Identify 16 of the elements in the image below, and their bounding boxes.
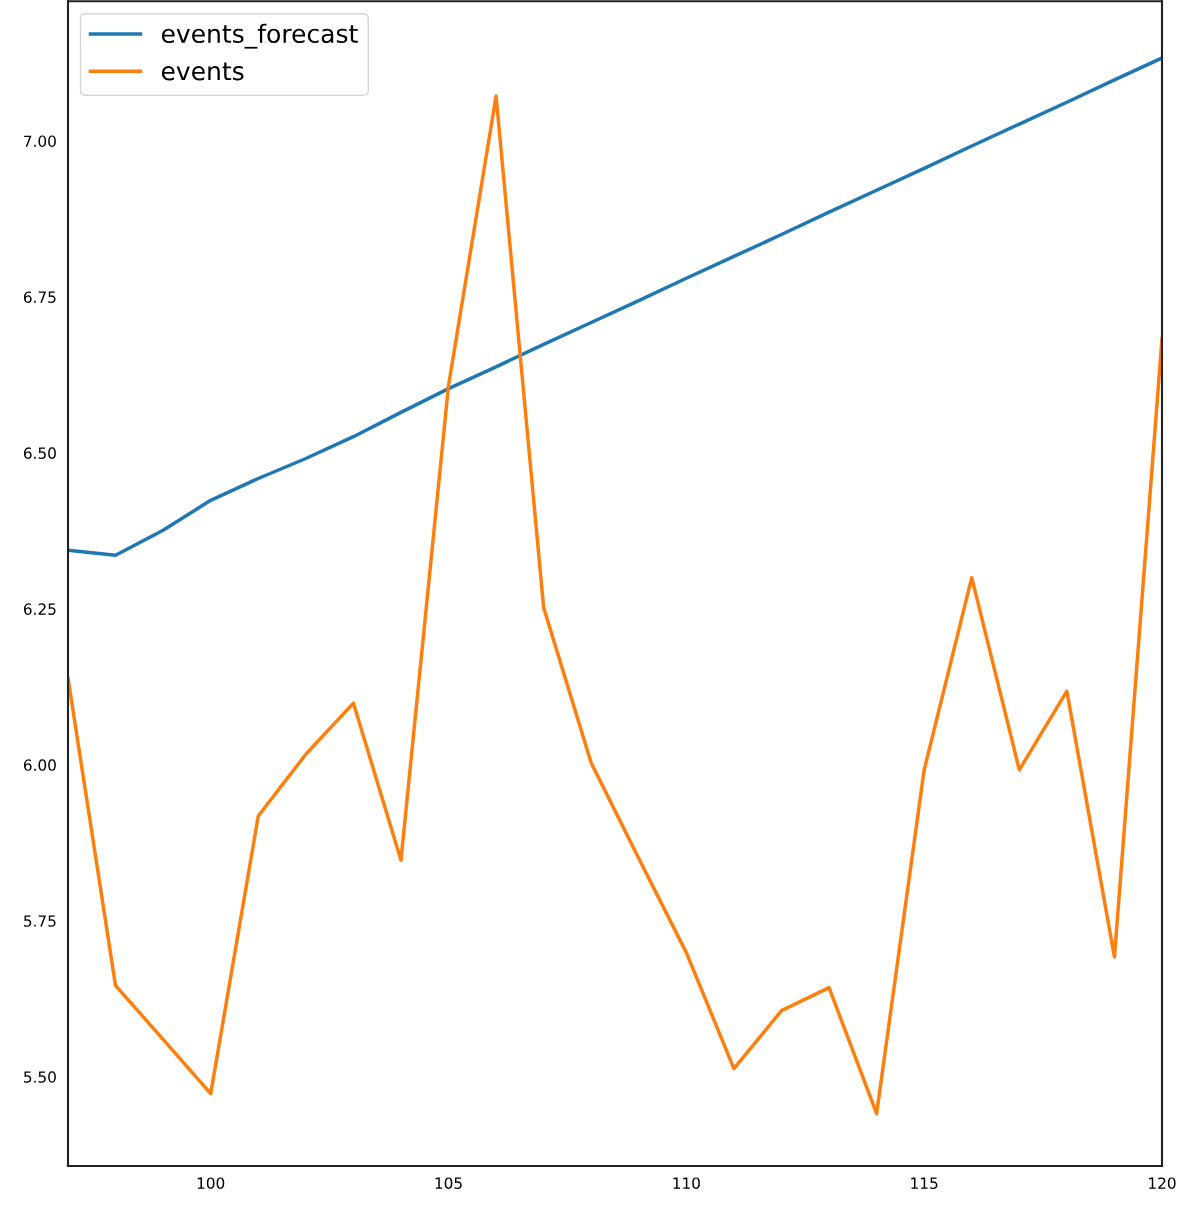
x-tick-label: 105 <box>435 1177 462 1189</box>
x-tick-label: 100 <box>197 1177 225 1189</box>
y-tick-label: 5.75 <box>24 915 56 927</box>
y-tick-label: 6.75 <box>23 291 56 303</box>
y-tick-label: 6.50 <box>23 447 56 459</box>
y-tick-label: 6.00 <box>23 759 56 771</box>
y-tick-label: 6.25 <box>23 603 56 615</box>
y-tick-label: 7.00 <box>24 135 56 147</box>
x-tick-label: 115 <box>911 1177 938 1189</box>
y-tick-label: 5.50 <box>24 1071 56 1083</box>
x-tick-label: 120 <box>1149 1177 1176 1189</box>
legend-label: events_forecast <box>161 23 358 49</box>
legend-label: events <box>161 62 244 81</box>
line-series <box>68 56 1162 557</box>
line-series <box>68 94 1162 1116</box>
x-tick-label: 110 <box>673 1177 700 1189</box>
